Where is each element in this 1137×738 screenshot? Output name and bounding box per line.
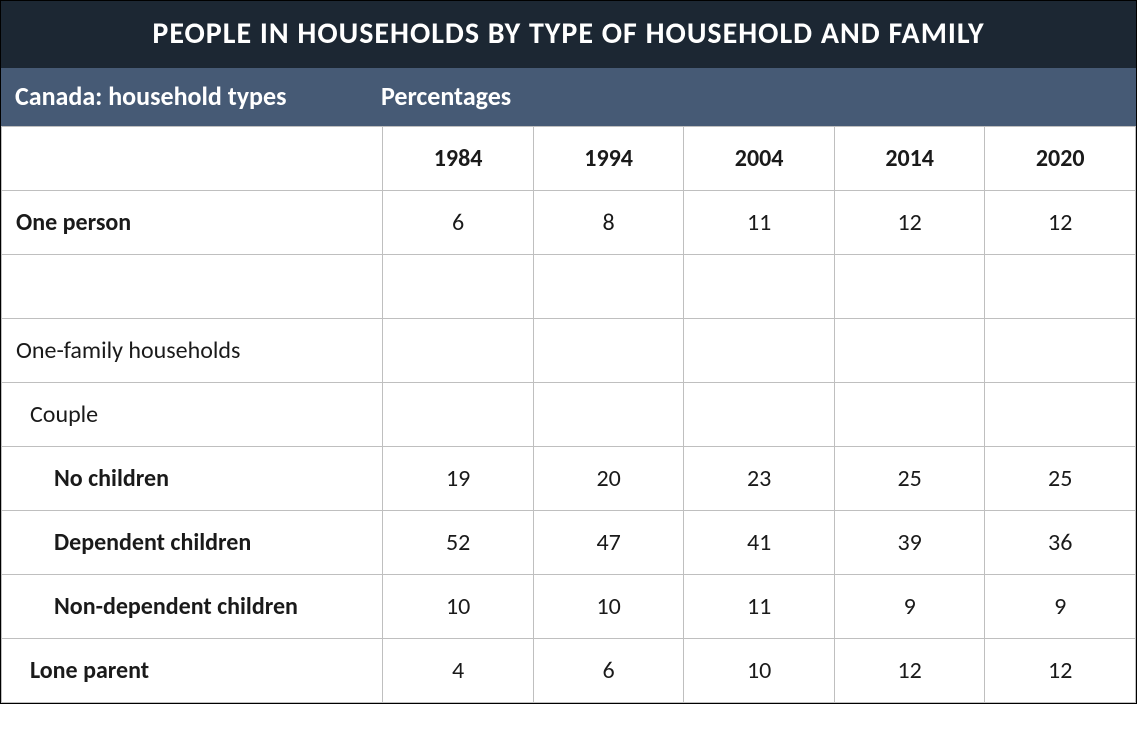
- table-row: [2, 255, 1136, 319]
- cell-value: [533, 255, 684, 319]
- table-title: PEOPLE IN HOUSEHOLDS BY TYPE OF HOUSEHOL…: [1, 1, 1136, 68]
- cell-value: 41: [684, 511, 835, 575]
- table-body: One person68111212One-family householdsC…: [2, 191, 1136, 703]
- cell-value: [834, 255, 985, 319]
- cell-value: 12: [985, 639, 1136, 703]
- cell-value: 23: [684, 447, 835, 511]
- table-subtitle: Canada: household types Percentages: [1, 68, 1136, 126]
- cell-value: [834, 383, 985, 447]
- header-row: 1984 1994 2004 2014 2020: [2, 127, 1136, 191]
- cell-value: 39: [834, 511, 985, 575]
- cell-value: 4: [383, 639, 534, 703]
- header-year: 2004: [684, 127, 835, 191]
- subtitle-right: Percentages: [381, 80, 1136, 112]
- cell-value: [985, 383, 1136, 447]
- row-label: Non-dependent children: [2, 575, 383, 639]
- cell-value: 25: [985, 447, 1136, 511]
- household-table-container: PEOPLE IN HOUSEHOLDS BY TYPE OF HOUSEHOL…: [0, 0, 1137, 704]
- header-year: 1994: [533, 127, 684, 191]
- cell-value: 10: [684, 639, 835, 703]
- cell-value: 9: [834, 575, 985, 639]
- cell-value: [834, 319, 985, 383]
- cell-value: [383, 383, 534, 447]
- cell-value: 47: [533, 511, 684, 575]
- row-label: One-family households: [2, 319, 383, 383]
- cell-value: [533, 319, 684, 383]
- table-row: Lone parent46101212: [2, 639, 1136, 703]
- cell-value: 11: [684, 191, 835, 255]
- cell-value: [985, 319, 1136, 383]
- table-row: Non-dependent children10101199: [2, 575, 1136, 639]
- cell-value: 12: [985, 191, 1136, 255]
- cell-value: 20: [533, 447, 684, 511]
- cell-value: [533, 383, 684, 447]
- table-row: One-family households: [2, 319, 1136, 383]
- row-label: Lone parent: [2, 639, 383, 703]
- table-row: Couple: [2, 383, 1136, 447]
- row-label: [2, 255, 383, 319]
- cell-value: 52: [383, 511, 534, 575]
- cell-value: [383, 255, 534, 319]
- cell-value: 6: [533, 639, 684, 703]
- cell-value: 25: [834, 447, 985, 511]
- cell-value: 12: [834, 639, 985, 703]
- row-label: Dependent children: [2, 511, 383, 575]
- cell-value: 12: [834, 191, 985, 255]
- cell-value: 8: [533, 191, 684, 255]
- table-row: Dependent children5247413936: [2, 511, 1136, 575]
- cell-value: 10: [533, 575, 684, 639]
- header-year: 1984: [383, 127, 534, 191]
- cell-value: [985, 255, 1136, 319]
- row-label: One person: [2, 191, 383, 255]
- cell-value: [383, 319, 534, 383]
- cell-value: [684, 383, 835, 447]
- cell-value: 6: [383, 191, 534, 255]
- cell-value: 36: [985, 511, 1136, 575]
- subtitle-left: Canada: household types: [1, 80, 381, 112]
- cell-value: 11: [684, 575, 835, 639]
- table-row: One person68111212: [2, 191, 1136, 255]
- cell-value: 19: [383, 447, 534, 511]
- header-blank: [2, 127, 383, 191]
- cell-value: 10: [383, 575, 534, 639]
- row-label: No children: [2, 447, 383, 511]
- cell-value: 9: [985, 575, 1136, 639]
- cell-value: [684, 319, 835, 383]
- table-row: No children1920232525: [2, 447, 1136, 511]
- header-year: 2014: [834, 127, 985, 191]
- data-table: 1984 1994 2004 2014 2020 One person68111…: [1, 126, 1136, 703]
- header-year: 2020: [985, 127, 1136, 191]
- cell-value: [684, 255, 835, 319]
- row-label: Couple: [2, 383, 383, 447]
